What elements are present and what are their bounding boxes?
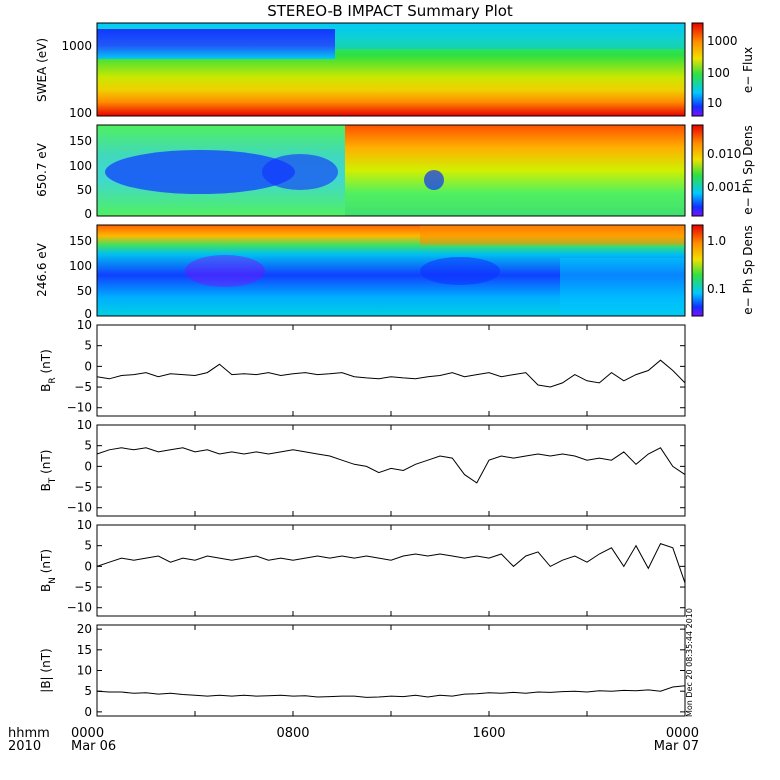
footer-date-label: Mar 07 bbox=[654, 739, 699, 754]
swea-ytick: 1000 bbox=[61, 39, 92, 53]
pad650-ytick: 150 bbox=[69, 134, 92, 148]
panel-frame bbox=[96, 424, 686, 517]
ytick-label: 0 bbox=[84, 359, 92, 373]
ytick-label: 5 bbox=[84, 439, 92, 453]
colorbar-tick: 0.1 bbox=[707, 282, 726, 296]
ytick-label: −5 bbox=[74, 580, 92, 594]
footer-time-label: 0000 bbox=[71, 726, 104, 741]
ytick-label: −10 bbox=[67, 501, 92, 515]
series-line-bmag bbox=[96, 685, 686, 698]
series-line-br bbox=[96, 359, 686, 388]
panel-frame bbox=[96, 624, 686, 717]
colorbar-tick: 100 bbox=[707, 66, 730, 80]
panel-pad-246: 246.6 eV 150 100 50 0 bbox=[35, 224, 686, 321]
ytick-label: 5 bbox=[84, 339, 92, 353]
footer-time-label: 0000 bbox=[666, 726, 699, 741]
ytick-label: 0 bbox=[84, 705, 92, 719]
swea-ytick: 100 bbox=[69, 106, 92, 120]
colorbar-tick: 0.010 bbox=[707, 147, 741, 161]
magnetic-field-panels: 10 5 0 −5 −10 BR (nT) 10 5 0 −5 −10 BT (nT) 10 5 0 −5 −1… bbox=[39, 318, 686, 719]
pad246-ytick: 50 bbox=[77, 284, 92, 298]
pad650-ytick: 50 bbox=[77, 183, 92, 197]
panel-bn: 10 5 0 −5 −10 BN (nT) bbox=[39, 518, 686, 617]
ytick-label: 10 bbox=[77, 518, 92, 532]
pad246-ytick: 100 bbox=[69, 259, 92, 273]
colorbar-tick: 10 bbox=[707, 96, 722, 110]
ytick-label: −5 bbox=[74, 480, 92, 494]
footer-date-label: Mar 06 bbox=[71, 739, 116, 754]
panel-ylabel: BT (nT) bbox=[39, 450, 58, 492]
panel-ylabel: BN (nT) bbox=[39, 549, 58, 592]
pad650-ytick: 100 bbox=[69, 159, 92, 173]
colorbar-tick: 1.0 bbox=[707, 234, 726, 248]
ytick-label: 10 bbox=[77, 318, 92, 332]
panel-ylabel: |B| (nT) bbox=[39, 648, 53, 692]
plot-timestamp: Mon Dec 20 08:35:44 2010 bbox=[685, 608, 694, 717]
colorbar-label: e− Ph Sp Dens bbox=[741, 125, 755, 214]
panel-frame bbox=[96, 324, 686, 417]
panel-bmag: 20 15 10 5 0 |B| (nT) bbox=[39, 622, 686, 719]
series-line-bn bbox=[96, 542, 686, 584]
colorbar-label: e− Flux bbox=[741, 47, 755, 93]
pad650-ylabel: 650.7 eV bbox=[35, 142, 49, 197]
panel-ylabel: BR (nT) bbox=[39, 349, 58, 392]
panel-pad-650: 650.7 eV 150 100 50 0 bbox=[35, 124, 686, 221]
footer-time-label: 1600 bbox=[472, 726, 505, 741]
pad246-ylabel: 246.6 eV bbox=[35, 242, 49, 297]
colorbar-pad246: 1.0 0.1 e− Ph Sp Dens bbox=[691, 224, 755, 317]
footer-time-label: 0800 bbox=[276, 726, 309, 741]
pad246-ytick: 0 bbox=[84, 307, 92, 321]
ytick-label: 15 bbox=[77, 643, 92, 657]
ytick-label: 5 bbox=[84, 684, 92, 698]
ytick-label: 0 bbox=[84, 559, 92, 573]
pad650-ytick: 0 bbox=[84, 207, 92, 221]
panel-bt: 10 5 0 −5 −10 BT (nT) bbox=[39, 418, 686, 517]
ytick-label: 10 bbox=[77, 664, 92, 678]
ytick-label: 0 bbox=[84, 459, 92, 473]
ytick-label: −10 bbox=[67, 401, 92, 415]
colorbar-tick: 1000 bbox=[707, 34, 738, 48]
swea-ylabel: SWEA (eV) bbox=[35, 38, 49, 102]
ytick-label: 10 bbox=[77, 418, 92, 432]
footer-hhmm-label: hhmm bbox=[8, 726, 50, 741]
footer-year-label: 2010 bbox=[8, 739, 41, 754]
colorbar-swea: 1000 100 10 e− Flux bbox=[691, 22, 755, 117]
colorbar-label: e− Ph Sp Dens bbox=[741, 225, 755, 314]
panel-frame bbox=[96, 524, 686, 617]
plot-title: STEREO-B IMPACT Summary Plot bbox=[267, 2, 513, 20]
colorbar-tick: 0.001 bbox=[707, 180, 741, 194]
panel-br: 10 5 0 −5 −10 BR (nT) bbox=[39, 318, 686, 417]
ytick-label: 20 bbox=[77, 622, 92, 636]
series-line-bt bbox=[96, 447, 686, 484]
ytick-label: −10 bbox=[67, 601, 92, 615]
ytick-label: −5 bbox=[74, 380, 92, 394]
ytick-label: 5 bbox=[84, 539, 92, 553]
colorbar-pad650: 0.010 0.001 e− Ph Sp Dens bbox=[691, 124, 755, 217]
panel-swea: SWEA (eV) 1000 100 bbox=[35, 22, 686, 120]
pad246-ytick: 150 bbox=[69, 234, 92, 248]
